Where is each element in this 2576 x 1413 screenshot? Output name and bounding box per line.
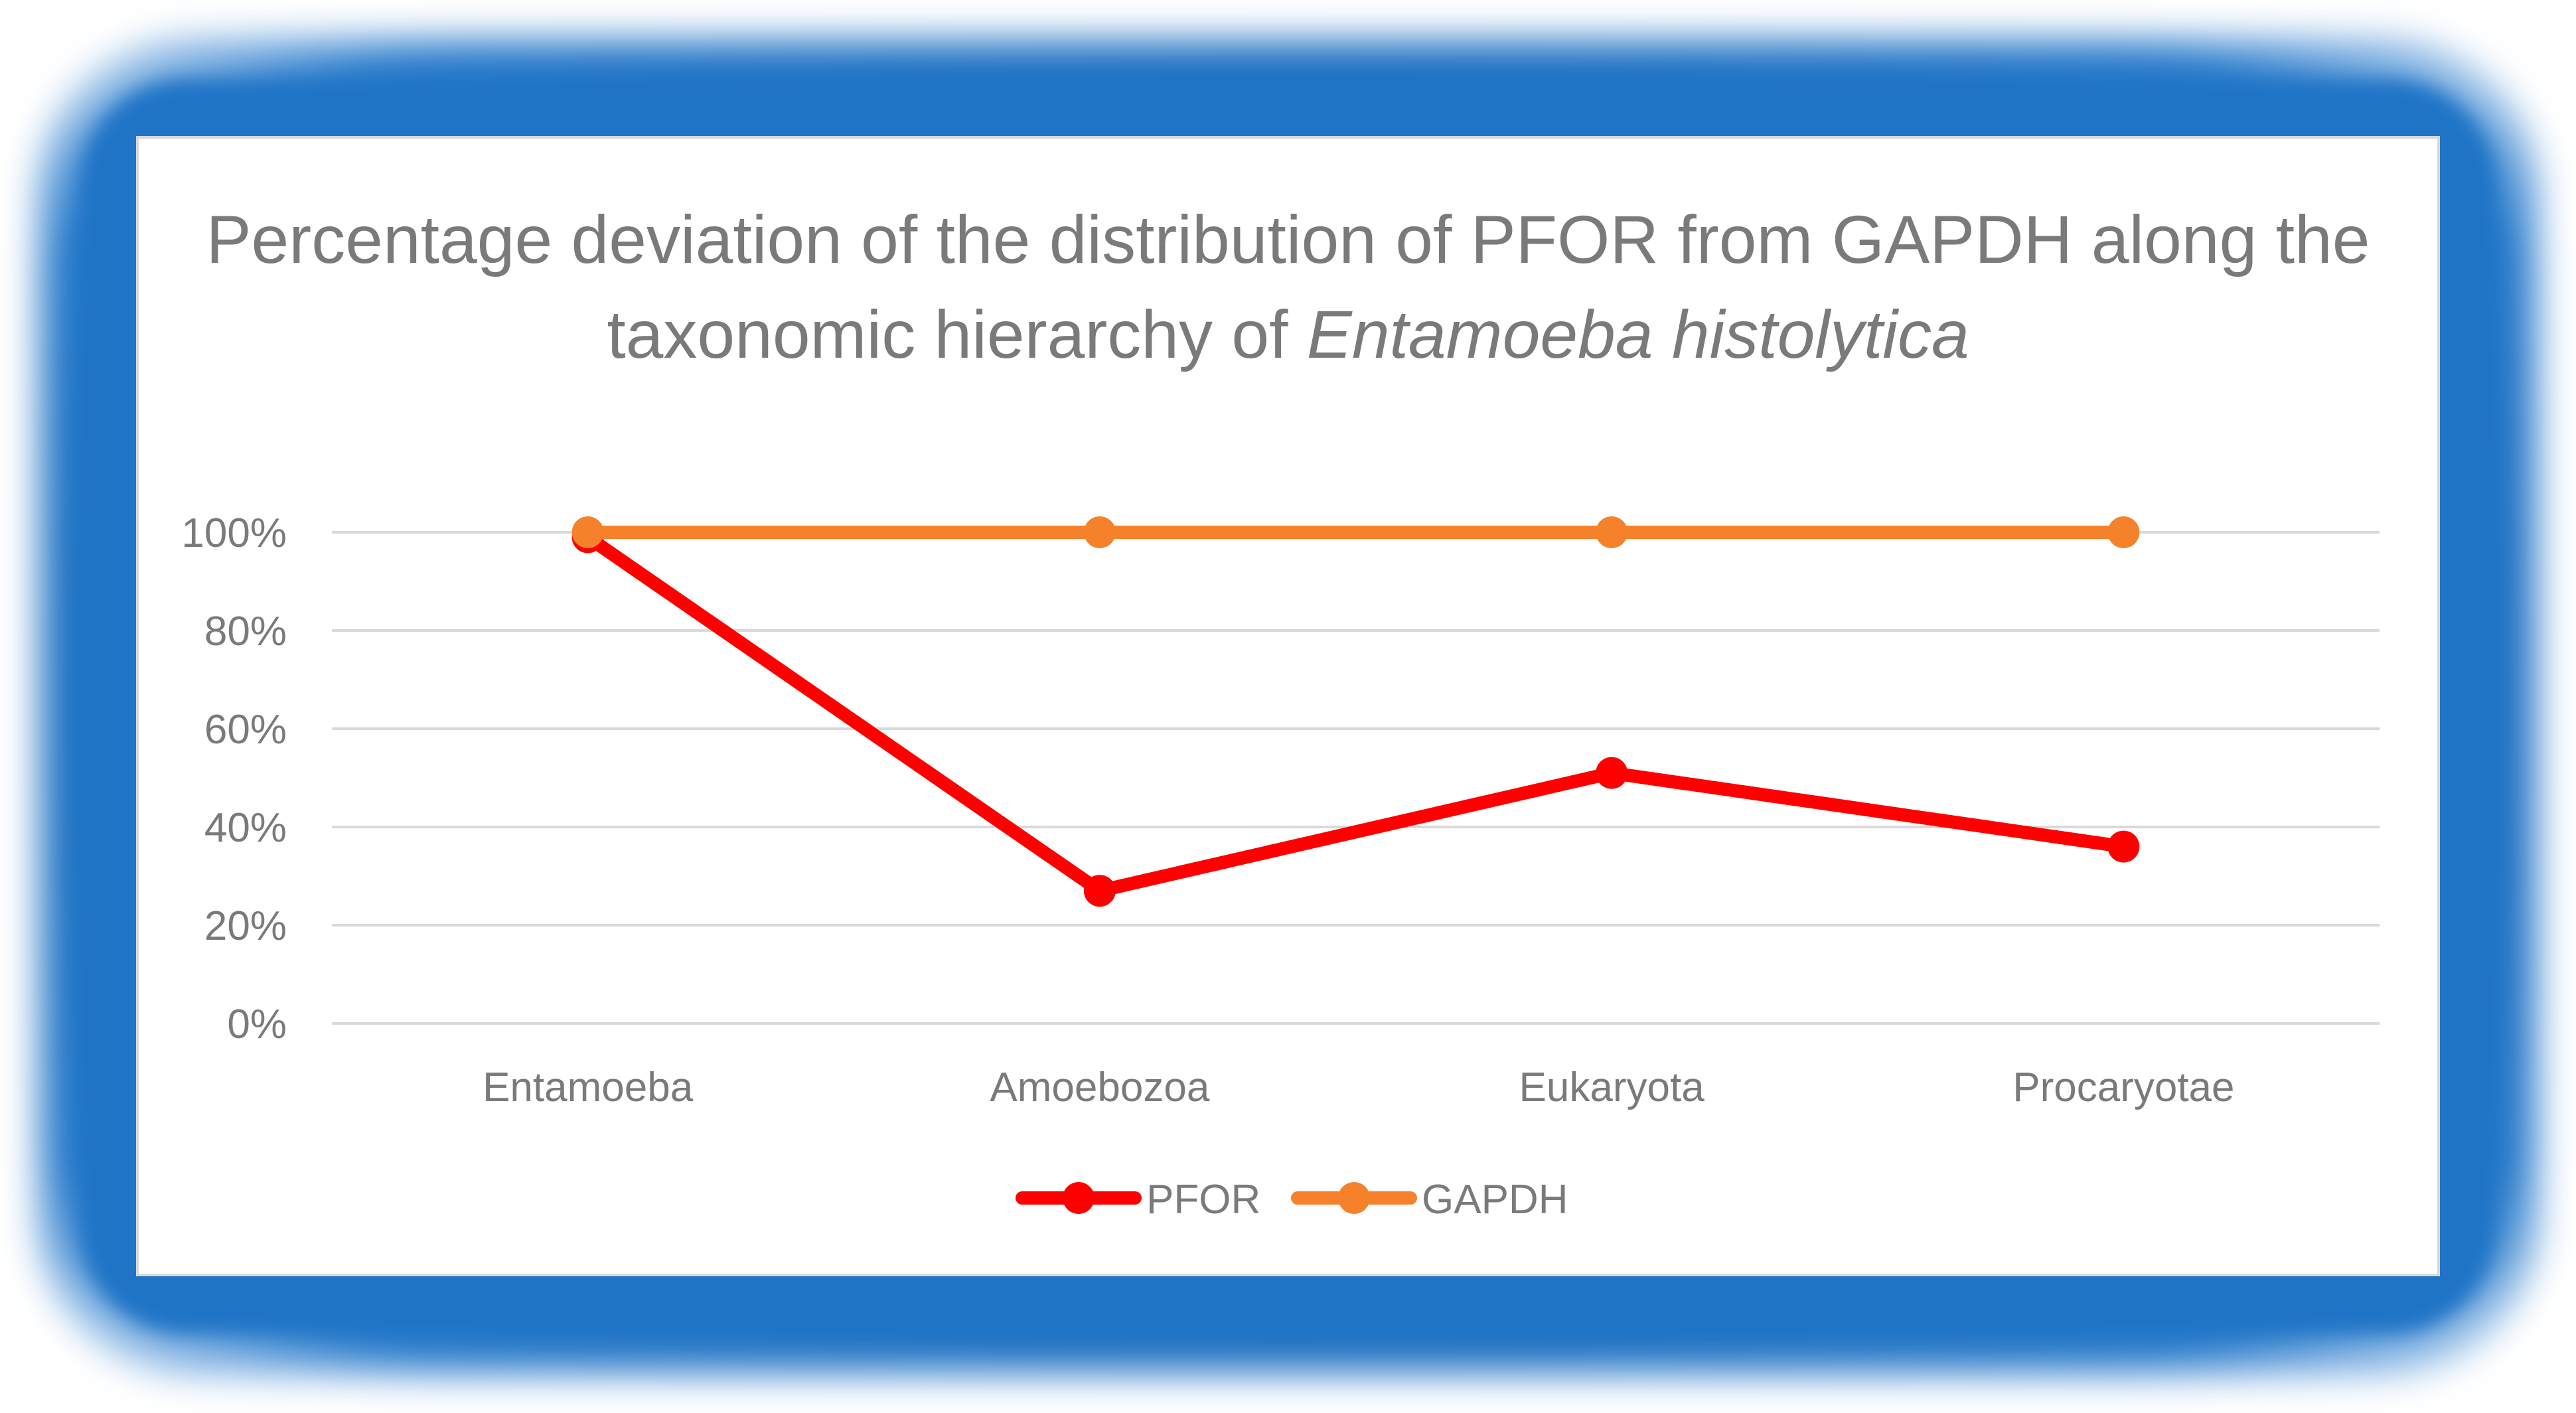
x-tick-label: Entamoeba xyxy=(483,1065,694,1110)
data-point-gapdh xyxy=(571,516,604,548)
x-tick-label: Eukaryota xyxy=(1519,1065,1705,1110)
y-tick-label: 80% xyxy=(204,609,287,654)
y-tick-label: 0% xyxy=(227,1002,287,1047)
chart-title-main: Percentage deviation of the distribution… xyxy=(206,202,2370,372)
chart-title-italic: Entamoeba histolytica xyxy=(1306,297,1969,372)
legend-label: GAPDH xyxy=(1422,1177,1568,1223)
x-tick-label: Procaryotae xyxy=(2012,1065,2234,1110)
data-point-gapdh xyxy=(2107,516,2140,548)
y-tick-label: 40% xyxy=(204,805,287,851)
data-point-pfor xyxy=(1083,875,1116,907)
legend-label: PFOR xyxy=(1146,1177,1260,1223)
data-point-pfor xyxy=(2107,830,2140,863)
series-line-pfor xyxy=(581,530,2131,898)
data-point-gapdh xyxy=(1083,516,1116,548)
y-tick-label: 20% xyxy=(204,903,287,949)
data-point-gapdh xyxy=(1596,516,1628,548)
legend-swatch-marker xyxy=(1063,1182,1095,1214)
y-tick-label: 60% xyxy=(204,707,287,753)
chart-title: Percentage deviation of the distribution… xyxy=(136,192,2440,382)
data-point-pfor xyxy=(1596,757,1628,789)
x-tick-label: Amoebozoa xyxy=(990,1065,1209,1110)
chart-area xyxy=(136,136,2440,1276)
y-tick-label: 100% xyxy=(181,510,287,556)
legend-swatch-marker xyxy=(1338,1182,1370,1214)
